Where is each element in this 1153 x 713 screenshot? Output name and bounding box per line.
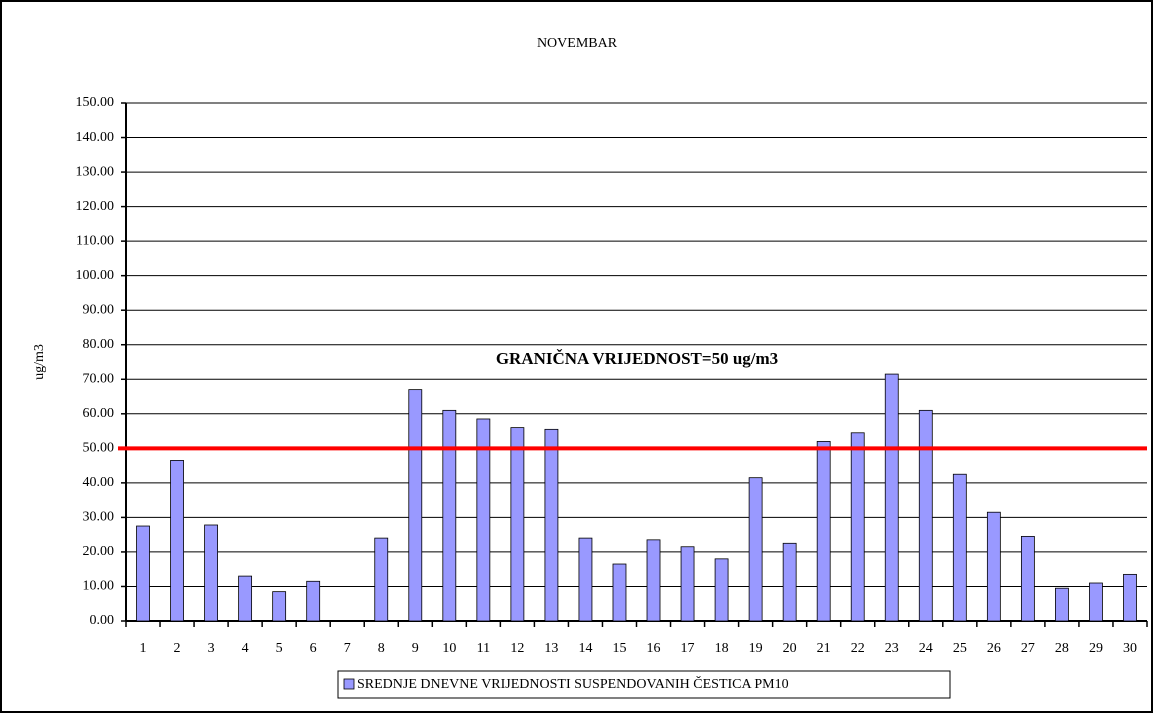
bar [306,580,321,622]
y-tick-label: 20.00 [83,544,115,559]
y-tick-label: 30.00 [83,510,115,525]
x-tick-label: 28 [1055,641,1069,656]
y-tick-label: 10.00 [83,579,115,594]
legend-swatch [343,678,355,690]
bar [510,427,525,622]
x-tick-label: 1 [140,641,147,656]
bar [374,537,389,622]
y-tick-label: 70.00 [83,371,115,386]
x-tick-label: 27 [1021,641,1035,656]
x-tick-label: 4 [242,641,249,656]
bar [442,409,457,622]
x-tick-label: 3 [208,641,215,656]
bar [476,418,491,622]
chart-title: NOVEMBAR [537,36,618,51]
y-tick-label: 60.00 [83,406,115,421]
bar [204,524,218,622]
bar [578,537,593,622]
y-tick-label: 120.00 [76,199,115,214]
bar [748,477,763,622]
x-tick-label: 26 [987,641,1001,656]
y-tick-label: 150.00 [76,95,115,110]
bar [714,558,729,622]
bar [986,511,1001,622]
y-tick-label: 0.00 [90,613,115,628]
x-tick-label: 25 [953,641,967,656]
x-tick-label: 9 [412,641,419,656]
y-tick-label: 40.00 [83,475,115,490]
bar [1020,535,1035,622]
y-tick-label: 90.00 [83,302,115,317]
threshold-label: GRANIČNA VRIJEDNOST=50 ug/m3 [496,349,778,368]
x-tick-label: 15 [612,641,626,656]
x-tick-label: 13 [544,641,558,656]
y-tick-label: 130.00 [76,164,115,179]
bar [850,432,865,622]
y-tick-label: 140.00 [76,130,115,145]
bar [816,441,831,622]
bar [952,473,967,622]
x-tick-label: 10 [442,641,456,656]
x-tick-label: 30 [1123,641,1137,656]
x-tick-label: 7 [344,641,351,656]
bar [170,460,184,622]
y-tick-label: 50.00 [83,441,115,456]
bar [136,525,150,622]
bar [272,591,287,622]
legend-box [337,670,951,699]
bar [544,428,559,622]
bar [680,546,695,622]
y-axis-label: ug/m3 [32,344,47,380]
bar [918,409,933,622]
x-tick-label: 5 [276,641,283,656]
y-tick-label: 100.00 [76,268,115,283]
bar [884,373,899,622]
x-tick-label: 20 [783,641,797,656]
bar [646,539,661,622]
x-tick-label: 14 [578,641,592,656]
bar [408,389,423,622]
x-tick-label: 29 [1089,641,1103,656]
x-tick-label: 21 [817,641,831,656]
bar [782,542,797,622]
x-tick-label: 8 [378,641,385,656]
y-tick-label: 110.00 [76,233,114,248]
x-tick-label: 16 [647,641,661,656]
x-tick-label: 11 [477,641,490,656]
bar [1123,573,1137,622]
x-tick-label: 12 [510,641,524,656]
x-tick-label: 6 [310,641,317,656]
bar [1055,587,1069,622]
x-tick-label: 2 [174,641,181,656]
bar [1089,582,1103,622]
bar [238,575,253,622]
y-tick-label: 80.00 [83,337,115,352]
bar [612,563,627,622]
x-tick-label: 17 [681,641,695,656]
legend-label: SREDNJE DNEVNE VRIJEDNOSTI SUSPENDOVANIH… [357,675,789,692]
x-tick-label: 19 [749,641,763,656]
x-tick-label: 23 [885,641,899,656]
x-tick-label: 24 [919,641,933,656]
x-tick-label: 18 [715,641,729,656]
x-tick-label: 22 [851,641,865,656]
